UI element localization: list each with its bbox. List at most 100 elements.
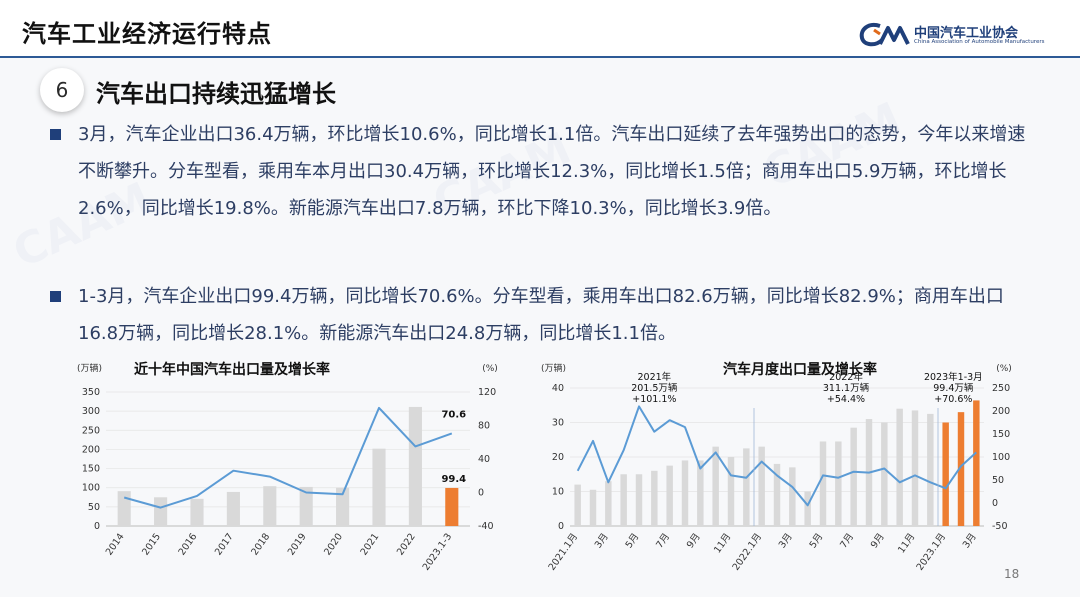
bar-highlight [973,400,980,526]
bullet-square-icon [50,129,61,140]
chart-annual-svg: 近十年中国汽车出口量及增长率 (万辆) (%) 0 50 100 150 200 250 300 3… [77,361,498,573]
bar [819,441,827,526]
annotation-text: 2022年 [829,371,863,383]
y2-tick-label: 250 [992,383,1010,394]
x-tick-label: 2021 [359,531,382,557]
y-tick-label: 0 [94,521,100,532]
section-number: 6 [40,68,84,112]
bar [881,422,888,526]
x-tick-label: 7月 [654,531,672,550]
annotation-text: +70.6% [934,394,972,405]
bar [226,491,240,526]
annotation-text: 2021年 [637,371,671,383]
y2-tick-label: -40 [478,521,494,532]
logo-cn-text: 中国汽车工业协会 [914,26,1019,41]
section-title: 汽车出口持续迅猛增长 [96,80,336,108]
y2-tick-label: 0 [478,488,484,499]
section-heading: 6 汽车出口持续迅猛增长 [40,68,500,112]
x-tick-label: 9月 [685,531,703,550]
bar [574,484,581,526]
bar [773,463,781,526]
bar [804,491,811,526]
x-tick-label: 3月 [777,531,795,550]
bullet-march: 3月，汽车企业出口36.4万辆，环比增长10.6%，同比增长1.1倍。汽车出口延… [50,116,1040,266]
x-tick-label: 3月 [593,531,611,550]
bar [635,474,643,526]
bar [263,486,277,526]
y2-tick-label: -50 [992,521,1008,532]
bar [589,489,597,526]
bullet-text: 1-3月，汽车企业出口99.4万辆，同比增长70.6%。分车型看，乘用车出口82… [78,286,1004,344]
y-tick-label: 40 [552,383,564,394]
x-tick-label: 2019 [286,531,309,557]
bullet-square-icon [50,291,61,302]
y2-tick-label: 200 [992,406,1010,417]
bar [336,487,350,526]
x-tick-label: 5月 [624,531,642,550]
y-tick-label: 350 [82,387,100,398]
x-tick-label: 2022 [395,531,418,557]
annotation-text: 99.4万辆 [933,382,974,394]
y-unit-right: (%) [996,364,1012,374]
annotation-text: 201.5万辆 [631,382,678,394]
page-title: 汽车工业经济运行特点 [22,20,272,48]
annotation-text: +54.4% [827,394,865,405]
bullet-text: 3月，汽车企业出口36.4万辆，环比增长10.6%，同比增长1.1倍。汽车出口延… [78,124,1026,219]
y-unit-left: (万辆) [541,362,566,374]
annotation-text: 311.1万辆 [823,382,870,394]
x-tick-label: 2022.1月 [731,531,765,572]
bar [789,467,796,526]
bar [697,460,704,526]
bar [117,491,131,526]
x-tick-label: 2021.1月 [547,531,581,572]
x-tick-label: 2023.1-3 [421,531,455,572]
bar [727,457,735,526]
bar [850,427,857,526]
caam-logo: 中国汽车工业协会 China Association of Automobile… [858,20,1058,50]
y-tick-label: 50 [88,502,100,513]
bar [408,406,422,526]
x-tick-label: 11月 [896,531,917,555]
y2-tick-label: 100 [992,452,1010,463]
y2-tick-label: 80 [478,421,490,432]
y-tick-label: 0 [558,521,564,532]
data-label: 70.6 [441,409,466,420]
y2-tick-label: 50 [992,475,1004,486]
y-tick-label: 100 [82,483,100,494]
bar [666,465,673,526]
y2-tick-label: 40 [478,454,490,465]
y2-tick-label: 0 [992,498,998,509]
y-tick-label: 30 [552,418,564,429]
y2-tick-label: 150 [992,429,1010,440]
y-tick-label: 200 [82,444,100,455]
x-tick-label: 7月 [838,531,856,550]
bar-highlight [942,422,949,526]
y-tick-label: 10 [552,487,564,498]
bar [911,410,919,526]
x-tick-label: 5月 [808,531,826,550]
bar [651,470,658,526]
bar [620,474,627,526]
bar [154,497,168,526]
bar [758,446,765,526]
bullet-q1: 1-3月，汽车企业出口99.4万辆，同比增长70.6%。分车型看，乘用车出口82… [50,278,1040,354]
bar [835,441,842,526]
x-tick-label: 2018 [249,531,272,557]
chart-monthly-svg: 汽车月度出口量及增长率 (万辆) (%) 0 10 20 30 40 -50 0 50 100 150 2… [541,361,1012,573]
y-tick-label: 250 [82,425,100,436]
bar [712,446,719,526]
x-tick-label: 2020 [322,531,345,557]
y-tick-label: 20 [552,452,564,463]
y-tick-label: 150 [82,464,100,475]
bar [372,448,386,526]
bar [927,413,934,526]
y-unit-left: (万辆) [77,362,102,374]
chart-title: 近十年中国汽车出口量及增长率 [134,361,330,378]
x-tick-label: 3月 [961,531,979,550]
chart-annual-exports: 近十年中国汽车出口量及增长率 (万辆) (%) 0 50 100 150 200 250 300 3… [62,354,502,582]
x-tick-label: 2015 [140,531,163,557]
bar [299,486,313,526]
x-tick-label: 2023.1月 [915,531,949,572]
bar [681,460,689,526]
